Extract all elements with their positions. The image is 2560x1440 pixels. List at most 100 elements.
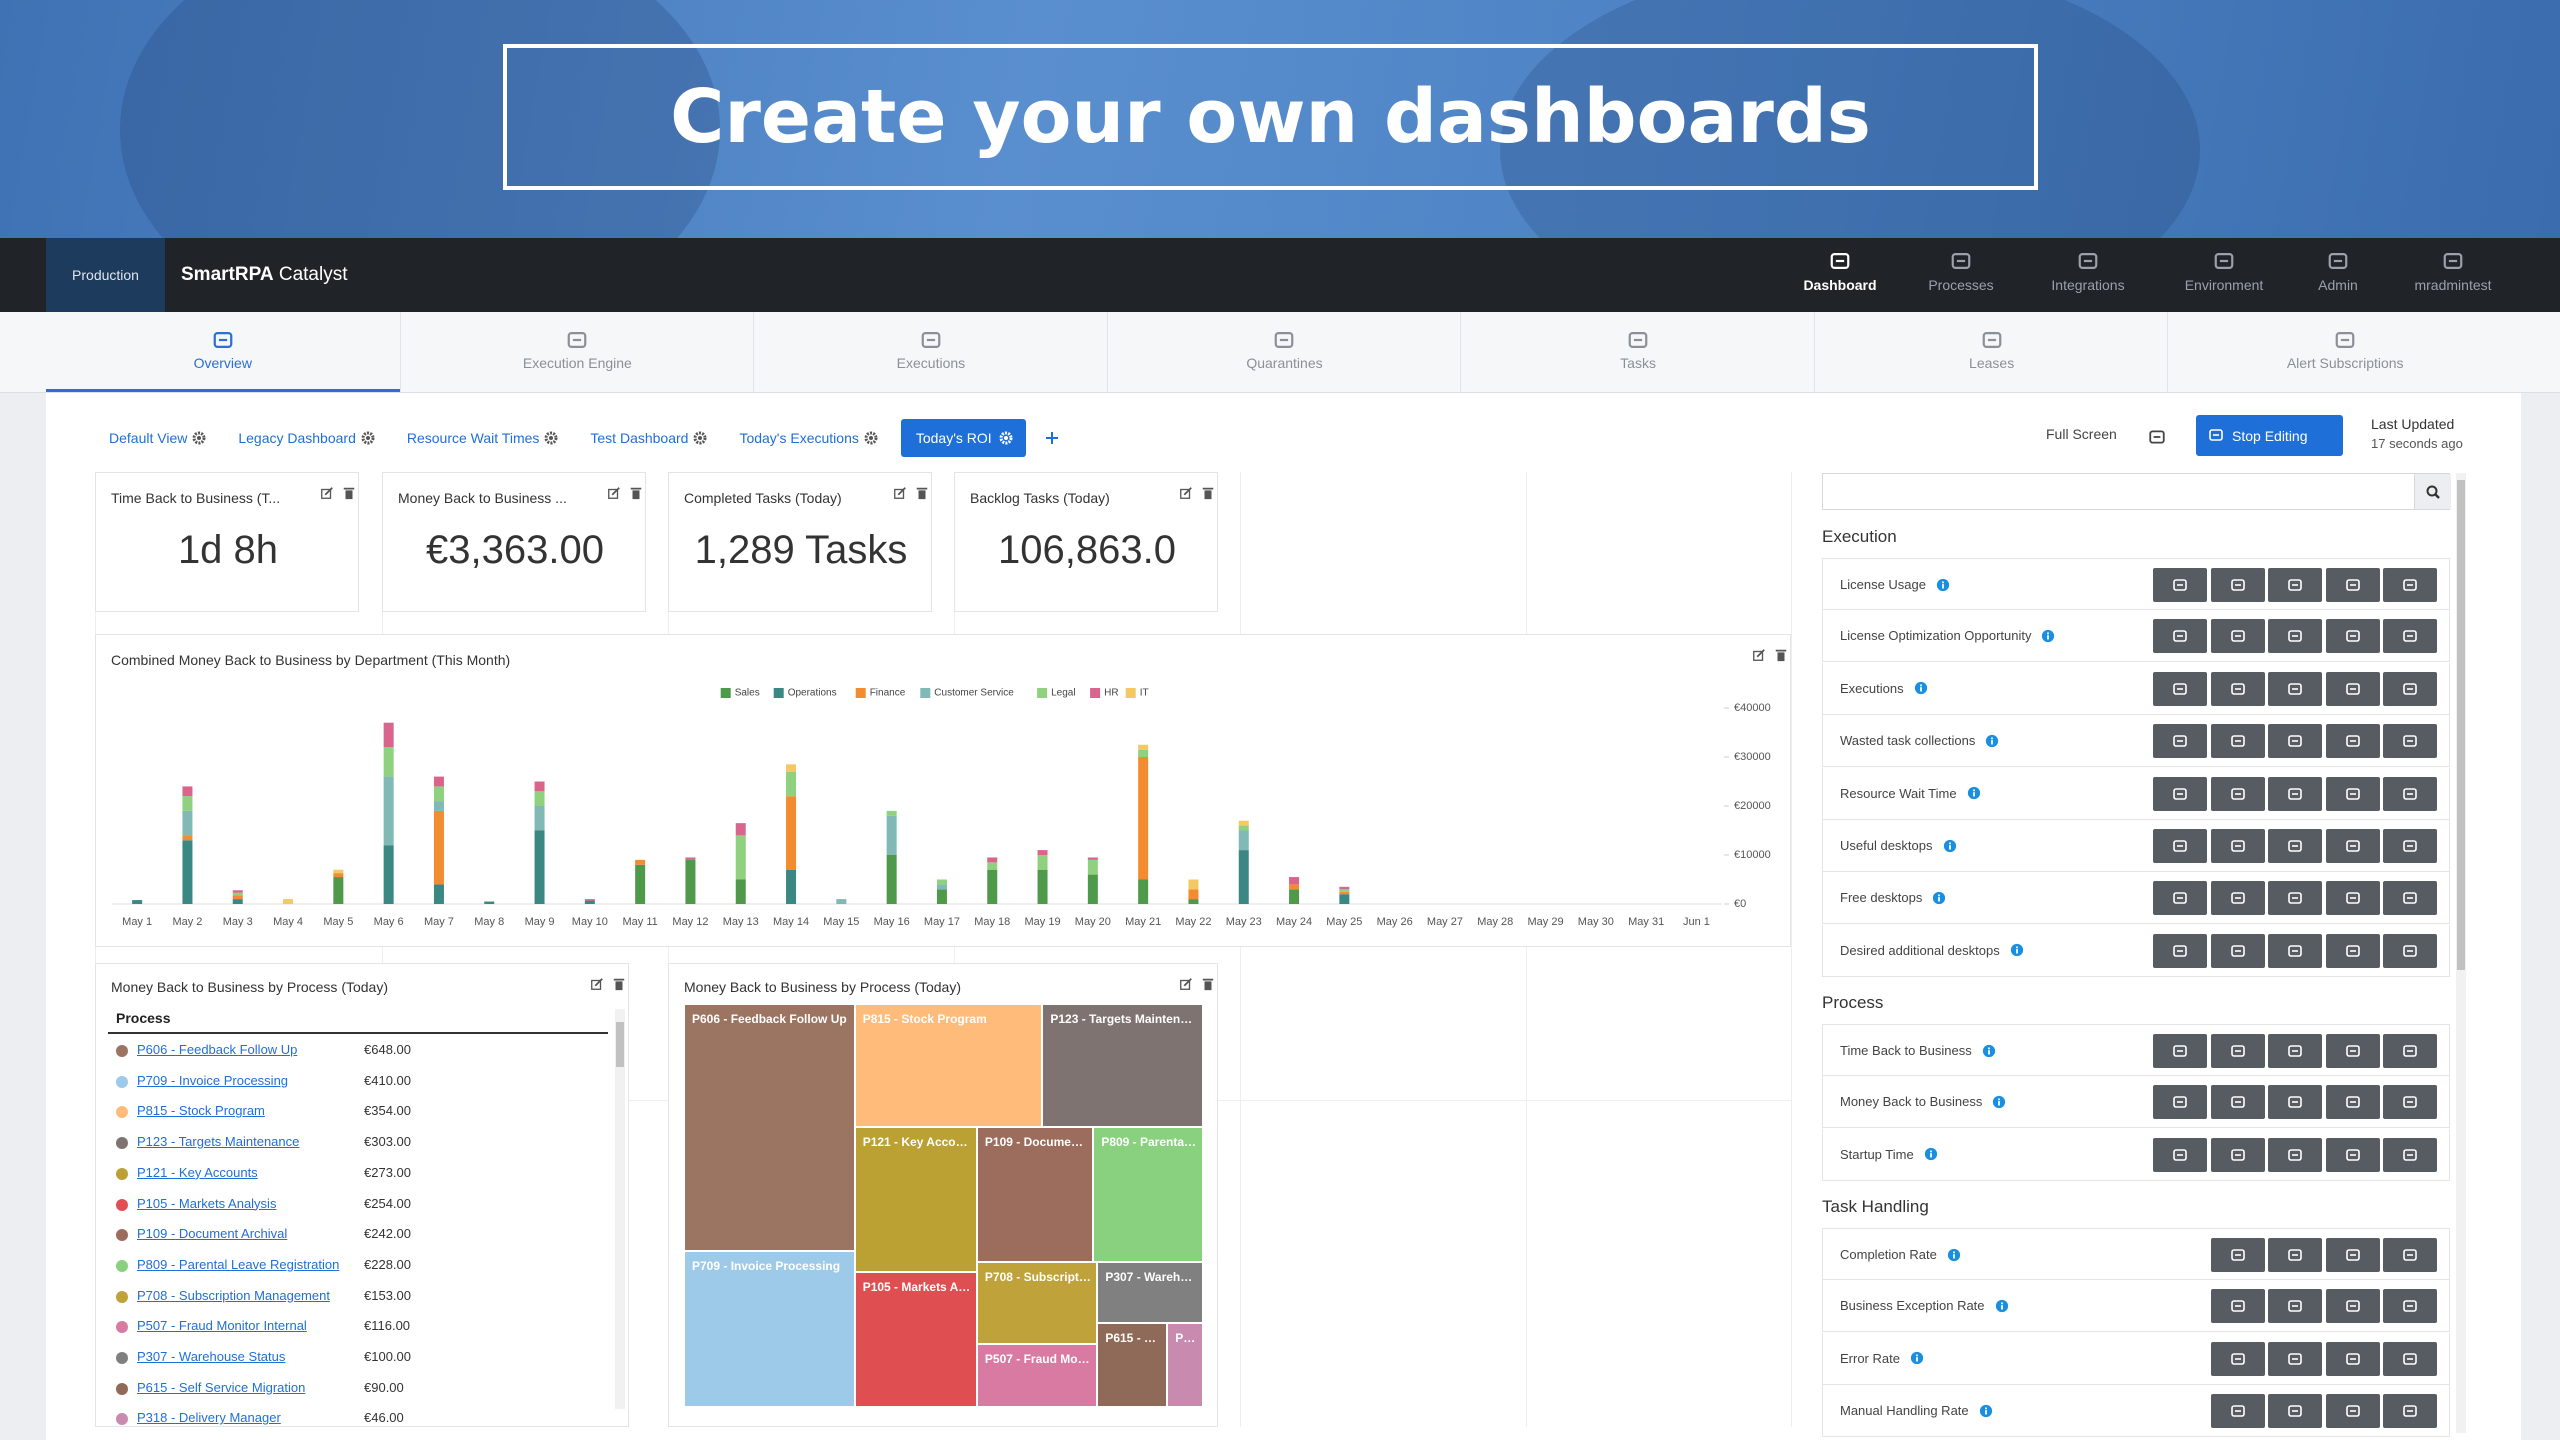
sub-nav-label[interactable]: Leases [1969, 355, 2015, 371]
process-link[interactable]: P708 - Subscription Management [137, 1287, 330, 1303]
nav-item[interactable]: Admin [2278, 238, 2398, 312]
sub-nav-label[interactable]: Overview [193, 355, 252, 371]
add-widget-button[interactable] [2210, 1034, 2265, 1068]
environment-badge[interactable]: Production [46, 238, 165, 312]
add-widget-button[interactable] [2325, 1238, 2380, 1272]
sub-nav-tab[interactable]: Tasks [1460, 312, 1815, 392]
add-widget-button[interactable] [2210, 1137, 2265, 1172]
nav-item[interactable]: Integrations [2028, 238, 2148, 312]
add-widget-button[interactable] [2153, 724, 2207, 759]
sub-nav-tab[interactable]: Alert Subscriptions [2167, 312, 2522, 392]
add-widget-button[interactable] [2325, 881, 2380, 916]
dashboard-tab-label[interactable]: Today's ROI [915, 430, 992, 446]
add-widget-button[interactable] [2153, 1085, 2207, 1120]
nav-label[interactable]: Processes [1928, 277, 1994, 293]
add-widget-button[interactable] [2210, 776, 2265, 811]
add-widget-button[interactable] [2325, 619, 2380, 654]
process-link[interactable]: P121 - Key Accounts [137, 1164, 258, 1180]
process-link[interactable]: P709 - Invoice Processing [137, 1072, 289, 1088]
search-box[interactable] [1822, 473, 2451, 510]
add-widget-button[interactable] [2153, 1137, 2207, 1172]
search-button[interactable] [2414, 474, 2451, 509]
nav-item[interactable]: Environment [2164, 238, 2284, 312]
add-widget-button[interactable] [2325, 1394, 2380, 1429]
dashboard-tab-label[interactable]: Legacy Dashboard [238, 430, 356, 446]
dashboard-tab-label[interactable]: Default View [109, 430, 188, 446]
add-widget-button[interactable] [2210, 933, 2265, 968]
process-link[interactable]: P615 - Self Service Migration [137, 1379, 306, 1395]
add-widget-button[interactable] [2325, 724, 2380, 759]
add-widget-button[interactable] [2268, 1034, 2323, 1068]
add-widget-button[interactable] [2325, 568, 2380, 602]
add-widget-button[interactable] [2210, 568, 2265, 602]
add-widget-button[interactable] [2268, 1238, 2323, 1272]
add-widget-button[interactable] [2210, 1341, 2265, 1376]
add-widget-button[interactable] [2268, 1137, 2323, 1172]
add-widget-button[interactable] [2383, 1085, 2438, 1120]
add-widget-button[interactable] [2325, 933, 2380, 968]
add-widget-button[interactable] [2210, 881, 2265, 916]
add-widget-button[interactable] [2325, 1034, 2380, 1068]
add-widget-button[interactable] [2210, 1394, 2265, 1429]
add-widget-button[interactable] [2325, 1289, 2380, 1324]
nav-label[interactable]: Integrations [2051, 277, 2125, 293]
sub-nav-label[interactable]: Quarantines [1246, 355, 1323, 371]
add-widget-button[interactable] [2325, 1137, 2380, 1172]
add-widget-button[interactable] [2153, 829, 2207, 863]
add-widget-button[interactable] [2325, 1085, 2380, 1120]
add-widget-button[interactable] [2268, 671, 2323, 706]
nav-label[interactable]: Environment [2184, 277, 2264, 293]
add-widget-button[interactable] [2383, 1238, 2438, 1272]
add-widget-button[interactable] [2383, 619, 2438, 654]
dashboard-tab-label[interactable]: Today's Executions [739, 430, 859, 446]
add-widget-button[interactable] [2383, 933, 2438, 968]
add-widget-button[interactable] [2153, 568, 2207, 602]
add-widget-button[interactable] [2325, 671, 2380, 706]
add-widget-button[interactable] [2383, 829, 2438, 863]
process-link[interactable]: P809 - Parental Leave Registration [137, 1256, 340, 1272]
dashboard-tab[interactable]: Today's ROI [900, 419, 1026, 457]
nav-item[interactable]: mradmintest [2393, 238, 2513, 312]
add-widget-button[interactable] [2268, 829, 2323, 863]
sub-nav-tab[interactable]: Leases [1813, 312, 2169, 392]
add-widget-button[interactable] [2383, 568, 2438, 602]
add-widget-button[interactable] [2325, 776, 2380, 811]
process-link[interactable]: P123 - Targets Maintenance [137, 1134, 300, 1150]
add-widget-button[interactable] [2383, 1394, 2438, 1429]
add-widget-button[interactable] [2210, 724, 2265, 759]
add-widget-button[interactable] [2383, 724, 2438, 759]
sub-nav-label[interactable]: Executions [896, 355, 966, 371]
sub-nav-tab[interactable]: Overview [46, 312, 400, 392]
add-widget-button[interactable] [2268, 881, 2323, 916]
sub-nav-tab[interactable]: Quarantines [1106, 312, 1462, 392]
add-widget-button[interactable] [2268, 568, 2323, 602]
stop-editing-label[interactable]: Stop Editing [2232, 427, 2308, 444]
sub-nav-label[interactable]: Tasks [1620, 355, 1656, 371]
add-widget-button[interactable] [2153, 776, 2207, 811]
add-widget-button[interactable] [2210, 1289, 2265, 1324]
process-link[interactable]: P307 - Warehouse Status [137, 1349, 286, 1364]
add-dashboard[interactable] [1040, 419, 1064, 457]
add-widget-button[interactable] [2383, 671, 2438, 706]
dashboard-tab-label[interactable]: Resource Wait Times [406, 430, 540, 446]
nav-label[interactable]: Dashboard [1803, 277, 1877, 293]
process-link[interactable]: P815 - Stock Program [137, 1103, 265, 1119]
add-widget-button[interactable] [2153, 881, 2207, 916]
nav-item[interactable]: Processes [1901, 238, 2021, 312]
dashboard-tab[interactable]: Test Dashboard [581, 419, 716, 457]
process-link[interactable]: P109 - Document Archival [137, 1226, 288, 1242]
dashboard-tab-label[interactable]: Test Dashboard [590, 430, 689, 446]
sub-nav-tab[interactable]: Execution Engine [399, 312, 755, 392]
full-screen[interactable]: Full Screen [2046, 426, 2117, 442]
nav-label[interactable]: mradmintest [2414, 277, 2492, 293]
add-widget-button[interactable] [2210, 619, 2265, 654]
process-link[interactable]: P606 - Feedback Follow Up [137, 1042, 298, 1057]
add-widget-button[interactable] [2383, 1341, 2438, 1376]
sub-nav-tab[interactable]: Executions [753, 312, 1108, 392]
sub-nav-label[interactable]: Execution Engine [522, 355, 632, 371]
add-widget-button[interactable] [2383, 1034, 2438, 1068]
add-widget-button[interactable] [2153, 619, 2207, 654]
add-widget-button[interactable] [2383, 1289, 2438, 1324]
process-link[interactable]: P507 - Fraud Monitor Internal [137, 1318, 307, 1334]
add-widget-button[interactable] [2325, 1341, 2380, 1376]
